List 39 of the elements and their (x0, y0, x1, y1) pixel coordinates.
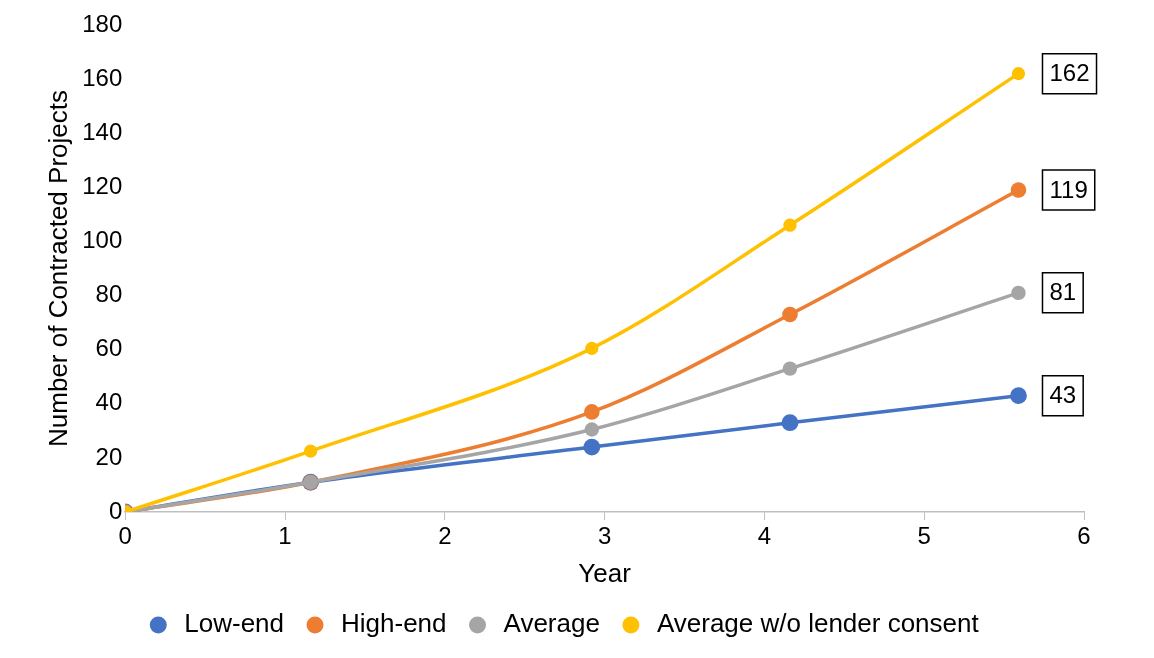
y-tick-label: 20 (95, 442, 123, 470)
y-tick-label: 40 (95, 388, 123, 416)
point (781, 414, 799, 432)
y-axis-title: Number of Contracted Projects (42, 90, 73, 447)
y-tick-label: 80 (95, 280, 123, 308)
point (583, 438, 601, 456)
point (1010, 182, 1027, 198)
data-label: 162 (1049, 59, 1090, 87)
legend-label: High-end (341, 608, 447, 639)
data-label: 119 (1049, 175, 1088, 203)
point (783, 218, 797, 232)
x-tick-label: 1 (278, 522, 292, 550)
y-tick-label: 180 (82, 9, 123, 37)
y-tick-label: 160 (82, 63, 123, 91)
y-tick-label: 120 (82, 171, 123, 199)
x-tick-label: 4 (757, 522, 772, 550)
data-label: 43 (1049, 381, 1077, 409)
point (585, 341, 599, 355)
point (1011, 67, 1026, 81)
point (304, 444, 318, 458)
legend-label: Low-end (184, 608, 285, 639)
x-tick-label: 2 (438, 522, 452, 550)
x-tick-label: 3 (597, 522, 612, 550)
legend-label: Average (503, 608, 600, 639)
point (1010, 387, 1027, 405)
point (584, 404, 600, 420)
data-label: 81 (1049, 278, 1077, 306)
point (782, 361, 798, 376)
point (1011, 285, 1026, 301)
x-axis-title: Year (578, 557, 632, 588)
point (782, 306, 798, 323)
x-tick-label: 6 (1077, 522, 1091, 550)
y-tick-label: 100 (82, 226, 123, 254)
y-tick-label: 60 (95, 334, 123, 362)
y-tick-label: 0 (108, 496, 123, 524)
legend-label: Average w/o lender consent (656, 608, 980, 639)
y-tick-label: 140 (82, 117, 123, 145)
x-tick-label: 5 (917, 522, 931, 550)
point (584, 422, 600, 437)
